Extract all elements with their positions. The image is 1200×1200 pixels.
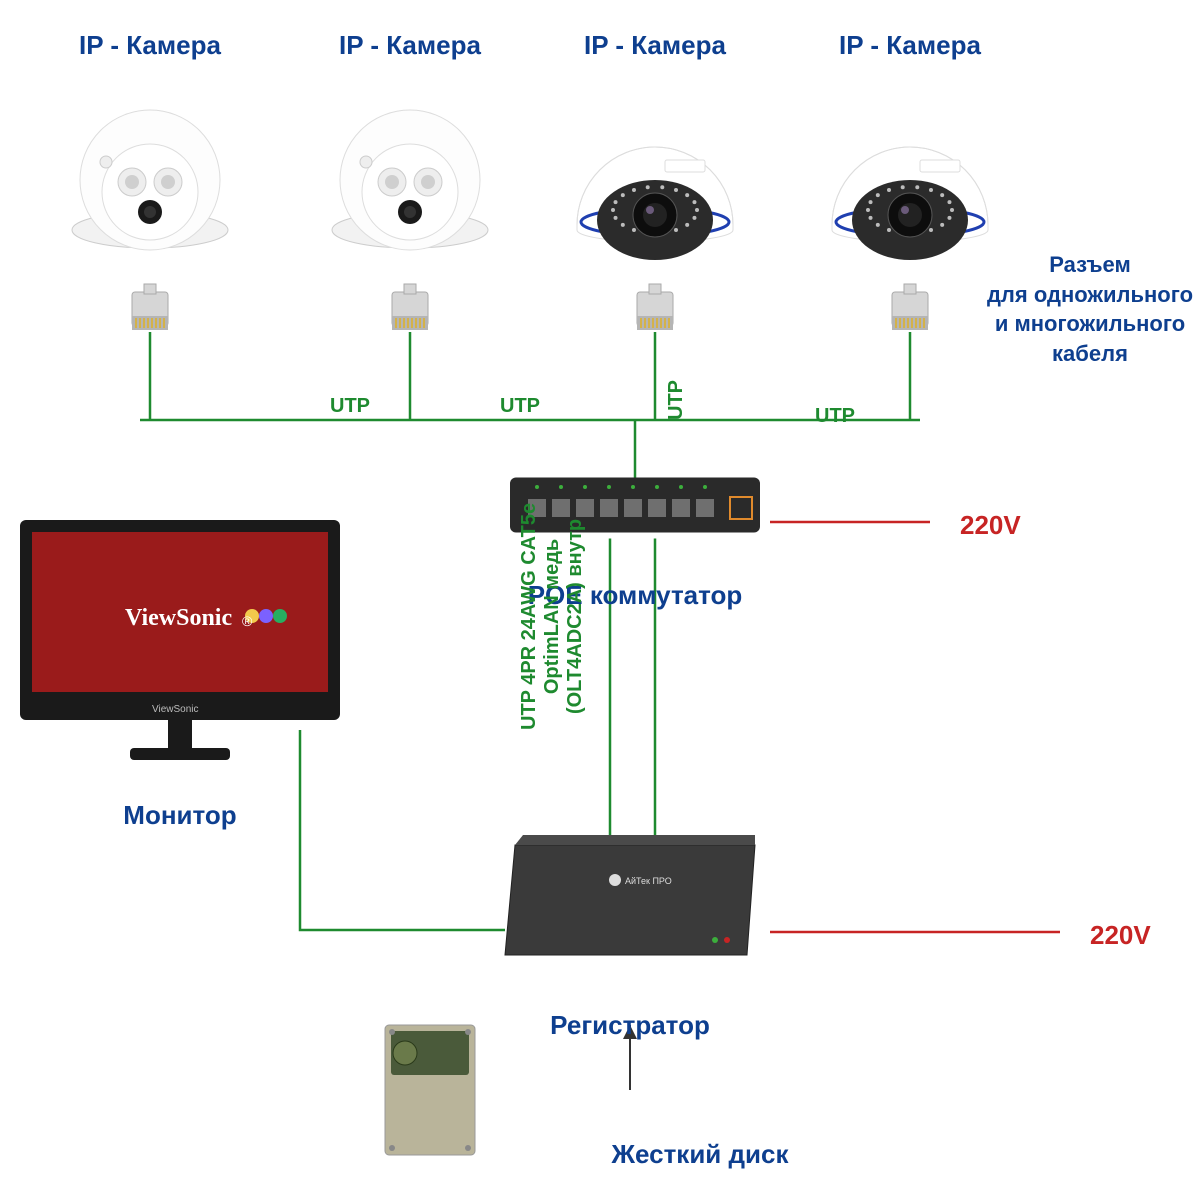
camera-label: IP - Камера [565,30,745,61]
utp-label: UTP [330,395,370,418]
nvr-label: Регистратор [530,1010,730,1041]
monitor-label: Монитор [100,800,260,831]
camera-label: IP - Камера [820,30,1000,61]
camera-label: IP - Камера [60,30,240,61]
power-label: 220V [1090,920,1151,951]
utp-label: UTP [815,405,855,428]
svg-text:АйТек ПРО: АйТек ПРО [625,876,672,886]
svg-text:ViewSonic: ViewSonic [152,704,199,715]
power-label: 220V [960,510,1021,541]
utp-label: UTP [500,395,540,418]
svg-text:ViewSonic: ViewSonic [125,605,232,631]
connector-note: Разъемдля одножильногои многожильногокаб… [980,250,1200,369]
utp-label: UTP [665,380,688,420]
uplink-cable-label: UTP 4PR 24AWG CAT5eOptimLAN медь(OLT4ADC… [518,503,587,730]
svg-text:®: ® [242,613,253,629]
camera-label: IP - Камера [320,30,500,61]
hdd-label: Жесткий диск [590,1139,810,1170]
